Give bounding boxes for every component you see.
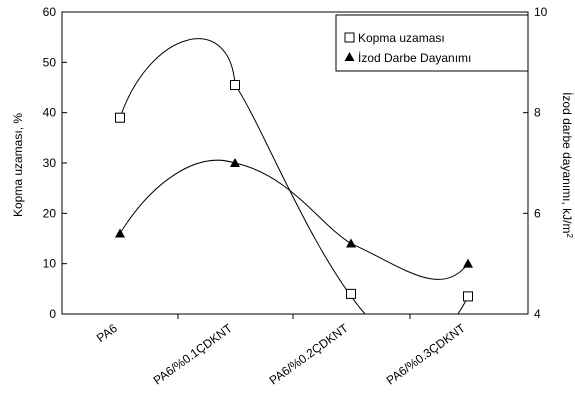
left-tick-label: 60 [43,5,57,19]
right-axis-label-main: İzod darbe dayanımı, kJ/m [560,92,574,233]
trend-curves [119,38,469,315]
left-tick-label: 10 [43,257,57,271]
legend-box [335,14,529,72]
izod-point [115,228,125,238]
legend: Kopma uzaması İzod Darbe Dayanımı [335,14,529,72]
left-tick-label: 0 [49,307,56,321]
data-points [115,79,473,302]
x-tick-label: PA6 [94,321,120,345]
left-tick-label: 40 [43,106,57,120]
left-tick-label: 20 [43,206,57,220]
izod-point [463,258,473,268]
right-tick-label: 4 [534,307,541,321]
x-tick-label: PA6/%0.3ÇDKNT [384,321,469,388]
kopma-point [115,112,125,123]
right-axis-label-superscript: 2 [566,233,575,238]
legend-label-kopma: Kopma uzaması [358,31,445,45]
right-axis-label: İzod darbe dayanımı, kJ/m2 [560,92,575,238]
left-y-axis: 0 10 20 30 40 50 60 [43,5,67,321]
legend-square-marker [344,32,355,43]
kopma-point [463,291,473,302]
x-tick-label: PA6/%0.1ÇDKNT [151,321,236,388]
left-tick-label: 50 [43,55,57,69]
right-tick-label: 8 [534,106,541,120]
izod-point [230,158,240,167]
izod-curve [119,159,469,280]
x-tick-label: PA6/%0.2ÇDKNT [267,321,352,388]
kopma-point [346,288,356,299]
legend-label-izod: İzod Darbe Dayanımı [358,51,471,65]
right-tick-label: 10 [534,5,548,19]
legend-triangle-marker [344,52,355,61]
left-tick-label: 30 [43,156,57,170]
kopma-point [230,79,240,90]
izod-point [346,238,356,248]
left-axis-label: Kopma uzaması, % [11,113,25,217]
right-tick-label: 6 [534,206,541,220]
x-axis: PA6 PA6/%0.1ÇDKNT PA6/%0.2ÇDKNT PA6/%0.3ÇDK… [94,314,468,388]
right-y-axis: 4 6 8 10 [523,5,548,321]
